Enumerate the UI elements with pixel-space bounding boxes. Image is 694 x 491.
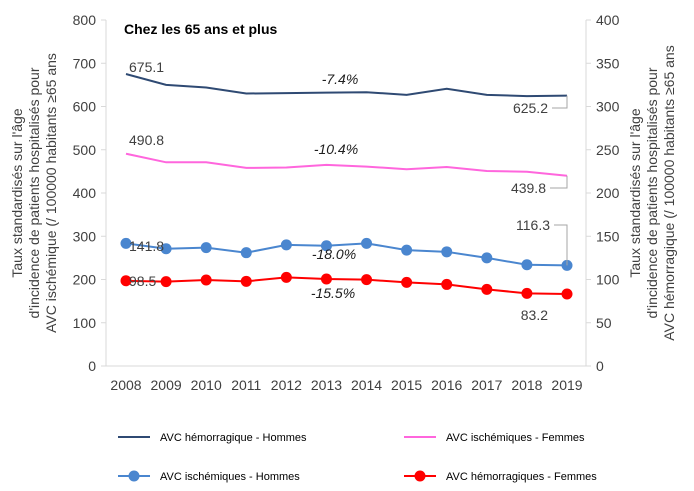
legend-label: AVC hémorragique - Hommes — [160, 432, 307, 444]
series-line — [125, 73, 568, 98]
data-point — [401, 276, 413, 288]
x-tick-label: 2008 — [110, 377, 141, 393]
x-tick-label: 2016 — [431, 377, 462, 393]
data-point — [320, 273, 332, 285]
legend-marker — [128, 470, 140, 482]
data-label-last: 116.3 — [516, 217, 550, 233]
left-tick-label: 400 — [73, 185, 97, 201]
data-point — [240, 247, 252, 259]
x-tick-label: 2010 — [191, 377, 222, 393]
x-tick-label: 2009 — [151, 377, 182, 393]
right-tick-label: 300 — [596, 99, 620, 115]
data-point — [120, 275, 132, 287]
leader-line — [550, 175, 568, 189]
data-point — [280, 271, 292, 283]
right-tick-label: 350 — [596, 55, 620, 71]
x-tick-label: 2015 — [391, 377, 422, 393]
legend-label: AVC hémorragiques - Femmes — [446, 471, 597, 483]
x-tick-label: 2013 — [311, 377, 342, 393]
change-label: -10.4% — [314, 141, 358, 157]
left-tick-label: 100 — [73, 315, 97, 331]
data-point — [521, 287, 533, 299]
right-tick-label: 400 — [596, 12, 620, 28]
right-tick-label: 100 — [596, 272, 620, 288]
data-point — [401, 244, 413, 256]
data-point — [240, 275, 252, 287]
right-axis-label: d'incidence de patients hospitalisés pou… — [644, 67, 660, 318]
data-point — [160, 243, 172, 255]
right-tick-label: 200 — [596, 185, 620, 201]
legend-label: AVC ischémiques - Hommes — [160, 471, 300, 483]
data-point — [521, 259, 533, 271]
left-tick-label: 800 — [73, 12, 97, 28]
data-point — [200, 242, 212, 254]
data-point — [320, 240, 332, 252]
leader-line — [552, 95, 568, 109]
data-point — [280, 239, 292, 251]
legend-marker — [414, 470, 426, 482]
x-tick-label: 2019 — [551, 377, 582, 393]
right-tick-label: 150 — [596, 228, 620, 244]
series-line — [125, 152, 568, 177]
data-label-first: 490.8 — [129, 132, 164, 148]
change-label: -18.0% — [312, 246, 356, 262]
data-label-last: 625.2 — [513, 100, 548, 116]
legend-label: AVC ischémiques - Femmes — [446, 432, 585, 444]
data-point — [481, 283, 493, 295]
left-tick-label: 500 — [73, 142, 97, 158]
left-tick-label: 300 — [73, 228, 97, 244]
x-tick-label: 2014 — [351, 377, 382, 393]
data-point — [561, 288, 573, 300]
right-tick-label: 50 — [596, 315, 612, 331]
data-point — [441, 278, 453, 290]
x-tick-label: 2011 — [231, 377, 261, 393]
data-point — [481, 252, 493, 264]
left-tick-label: 200 — [73, 272, 97, 288]
x-tick-label: 2012 — [271, 377, 302, 393]
left-axis-label: d'incidence de patients hospitalisés pou… — [26, 67, 42, 318]
data-label-last: 439.8 — [511, 180, 546, 196]
change-label: -7.4% — [322, 71, 359, 87]
x-tick-label: 2017 — [471, 377, 502, 393]
series-line — [125, 276, 568, 296]
data-point — [361, 237, 373, 249]
data-label-last: 83.2 — [521, 307, 548, 323]
right-axis-label: AVC hémorragique (/ 100000 habitants ≥65… — [661, 45, 677, 340]
data-label-first: 98.5 — [129, 273, 156, 289]
series-line — [125, 242, 568, 267]
left-axis-label: AVC ischémique (/ 100000 habitants ≥65 a… — [43, 53, 59, 333]
left-axis-label: Taux standardisés sur l'âge — [9, 108, 25, 277]
data-label-first: 675.1 — [129, 59, 164, 75]
chart-title: Chez les 65 ans et plus — [124, 21, 277, 37]
change-label: -15.5% — [311, 285, 355, 301]
data-point — [160, 276, 172, 288]
data-label-first: 141.8 — [129, 238, 164, 254]
data-point — [361, 274, 373, 286]
right-tick-label: 250 — [596, 142, 620, 158]
x-tick-label: 2018 — [511, 377, 542, 393]
data-point — [441, 246, 453, 258]
data-point — [200, 274, 212, 286]
left-tick-label: 700 — [73, 55, 97, 71]
right-tick-label: 0 — [596, 358, 604, 374]
right-axis-label: Taux standardisés sur l'âge — [627, 108, 643, 277]
data-point — [120, 237, 132, 249]
left-tick-label: 0 — [88, 358, 96, 374]
left-tick-label: 600 — [73, 99, 97, 115]
leader-line — [554, 224, 568, 266]
